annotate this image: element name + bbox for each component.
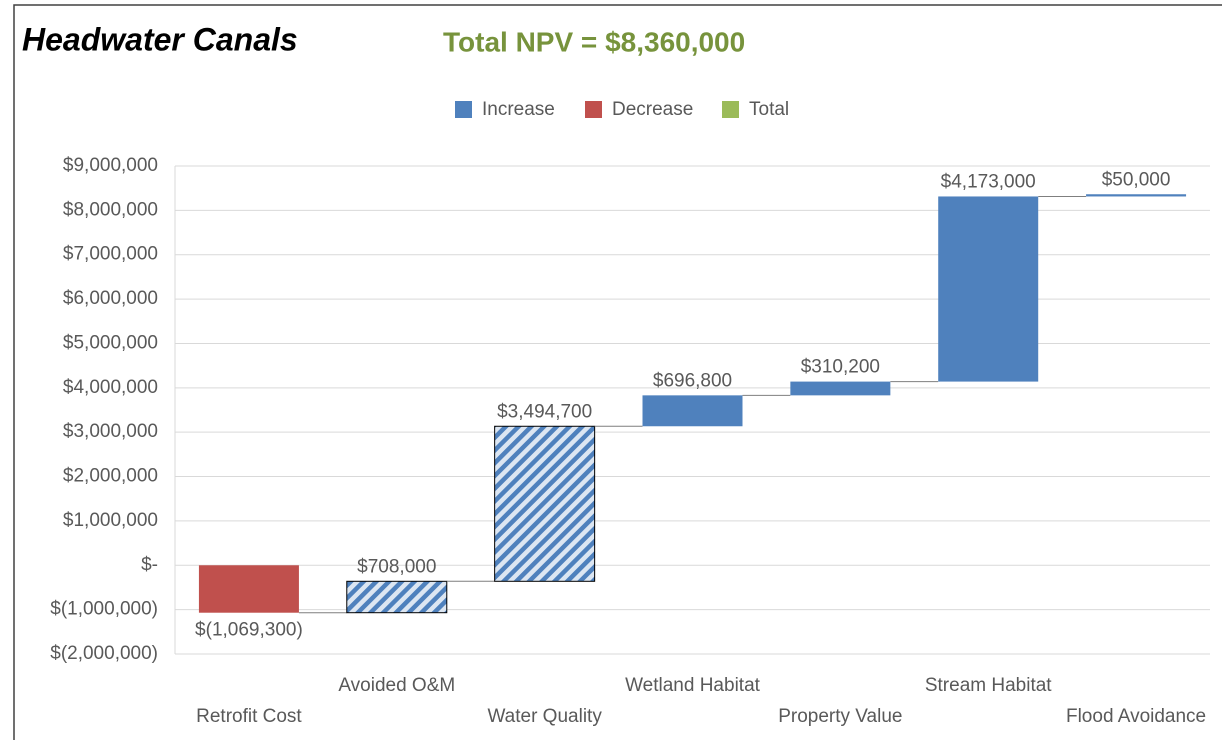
y-tick-label: $7,000,000 — [63, 244, 158, 265]
data-label: $50,000 — [1102, 169, 1171, 190]
legend-swatch — [722, 101, 739, 118]
y-tick-label: $3,000,000 — [63, 421, 158, 442]
y-tick-label: $- — [141, 554, 158, 575]
legend-label: Increase — [482, 99, 555, 120]
bar — [494, 425, 596, 582]
data-label: $696,800 — [653, 370, 732, 391]
y-tick-label: $4,000,000 — [63, 377, 158, 398]
x-tick-label: Retrofit Cost — [196, 706, 302, 727]
y-tick-label: $9,000,000 — [63, 155, 158, 176]
y-tick-label: $5,000,000 — [63, 332, 158, 353]
x-tick-label: Water Quality — [487, 706, 602, 727]
y-tick-label: $6,000,000 — [63, 288, 158, 309]
data-label: $310,200 — [801, 357, 880, 378]
x-tick-label: Stream Habitat — [925, 675, 1052, 696]
y-tick-label: $8,000,000 — [63, 199, 158, 220]
chart-subtitle: Total NPV = $8,360,000 — [443, 26, 745, 57]
bar — [346, 580, 448, 614]
data-label: $708,000 — [357, 556, 436, 577]
legend-label: Total — [749, 99, 789, 120]
bar — [790, 381, 891, 396]
y-tick-label: $(2,000,000) — [50, 643, 158, 664]
data-label: $(1,069,300) — [195, 620, 303, 641]
chart-title: Headwater Canals — [22, 21, 298, 57]
legend-swatch — [455, 101, 472, 118]
x-tick-label: Avoided O&M — [338, 675, 455, 696]
x-tick-label: Flood Avoidance — [1066, 706, 1206, 727]
legend-label: Decrease — [612, 99, 693, 120]
y-tick-label: $1,000,000 — [63, 510, 158, 531]
data-label: $4,173,000 — [941, 171, 1036, 192]
bar — [938, 196, 1039, 382]
bar — [198, 565, 299, 613]
data-label: $3,494,700 — [497, 401, 592, 422]
chart-border — [13, 4, 1222, 740]
x-tick-label: Property Value — [778, 706, 902, 727]
x-tick-label: Wetland Habitat — [625, 675, 761, 696]
y-tick-label: $(1,000,000) — [50, 599, 158, 620]
legend-swatch — [585, 101, 602, 118]
bar — [1086, 194, 1187, 197]
y-tick-label: $2,000,000 — [63, 466, 158, 487]
bar — [642, 395, 743, 427]
